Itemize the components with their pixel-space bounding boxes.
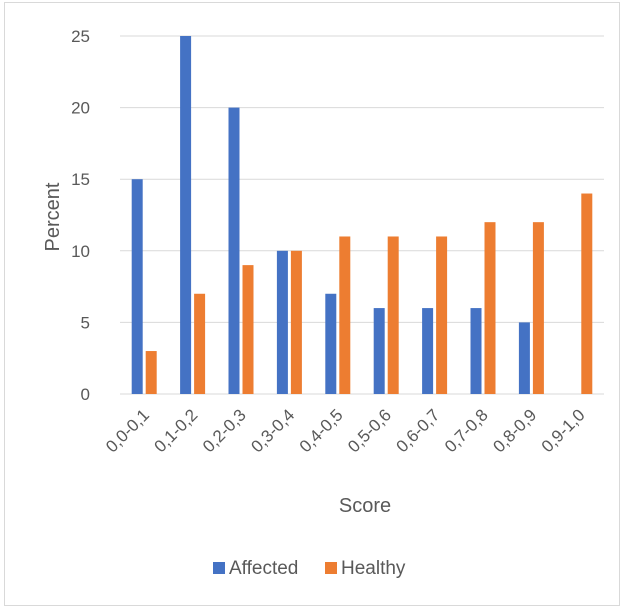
bar-healthy-9: [581, 193, 593, 394]
x-tick-label: 0,2-0,3: [199, 405, 250, 456]
legend-swatch-healthy: [325, 562, 337, 574]
bar-affected-0: [131, 179, 143, 394]
y-tick-label: 0: [81, 385, 90, 404]
x-tick-label: 0,9-1,0: [538, 405, 589, 456]
bar-affected-2: [228, 107, 240, 394]
x-tick-labels: 0,0-0,10,1-0,20,2-0,30,3-0,40,4-0,50,5-0…: [102, 405, 588, 456]
x-tick-label: 0,3-0,4: [247, 405, 298, 456]
x-axis-title: Score: [339, 495, 391, 517]
y-axis-title: Percent: [42, 182, 64, 251]
x-tick-label: 0,0-0,1: [102, 405, 153, 456]
x-tick-label: 0,8-0,9: [489, 405, 540, 456]
bar-healthy-7: [484, 222, 496, 394]
x-tick-label: 0,4-0,5: [296, 405, 347, 456]
y-tick-label: 25: [71, 27, 90, 46]
x-tick-label: 0,6-0,7: [393, 405, 444, 456]
legend-label-affected: Affected: [229, 558, 298, 579]
x-tick-label: 0,1-0,2: [151, 405, 202, 456]
y-tick-label: 5: [81, 313, 90, 332]
bar-healthy-1: [194, 293, 206, 394]
bar-affected-8: [518, 322, 530, 394]
legend-label-healthy: Healthy: [341, 558, 406, 579]
bar-affected-6: [422, 308, 434, 394]
bar-healthy-6: [436, 236, 448, 394]
x-tick-label: 0,5-0,6: [344, 405, 395, 456]
y-tick-label: 10: [71, 242, 90, 261]
bar-healthy-3: [290, 250, 302, 394]
bars: [131, 36, 593, 394]
y-tick-label: 20: [71, 99, 90, 118]
legend: Affected Healthy: [213, 558, 406, 579]
bar-healthy-4: [339, 236, 351, 394]
chart-frame: 0 5 10 15 20 25 0,0-0,1 0,1-0,2 0,2-0,3 0,3-0,4 0…: [4, 2, 620, 606]
bar-healthy-2: [242, 265, 254, 394]
legend-swatch-affected: [213, 562, 225, 574]
bar-healthy-8: [532, 222, 544, 394]
bar-affected-3: [276, 250, 288, 394]
x-tick-label: 0,7-0,8: [441, 405, 492, 456]
y-tick-labels: 0 5 10 15 20 25: [71, 27, 90, 404]
bar-affected-5: [373, 308, 385, 394]
bar-healthy-0: [145, 351, 157, 394]
y-tick-label: 15: [71, 170, 90, 189]
bar-healthy-5: [387, 236, 399, 394]
gridlines: [120, 35, 604, 395]
bar-affected-4: [325, 293, 337, 394]
bar-affected-7: [470, 308, 482, 394]
bar-affected-1: [180, 36, 192, 394]
